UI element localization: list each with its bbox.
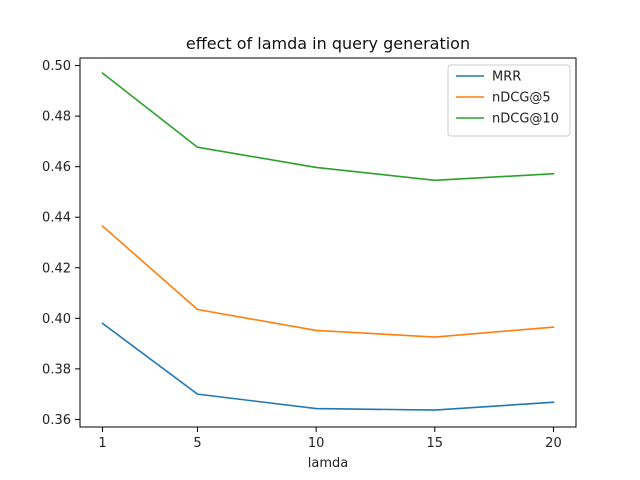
legend-label-mrr: MRR (492, 70, 521, 85)
y-tick-label: 0.38 (42, 362, 71, 377)
y-tick-label: 0.42 (42, 261, 71, 276)
chart-title: effect of lamda in query generation (186, 34, 470, 53)
x-tick-label: 20 (545, 436, 562, 451)
series-line-mrr (101, 322, 555, 411)
x-tick-label: 1 (98, 436, 106, 451)
y-tick-label: 0.50 (42, 59, 71, 74)
x-tick-label: 10 (308, 436, 325, 451)
y-axis: 0.36 0.38 0.40 0.42 0.44 0.46 0.48 0.50 (42, 59, 80, 428)
x-axis-title: lamda (308, 456, 348, 471)
x-tick-label: 5 (193, 436, 201, 451)
series-line-ndcg-10 (101, 72, 555, 182)
x-tick-label: 15 (427, 436, 444, 451)
plot-area-frame (79, 57, 577, 428)
y-tick-label: 0.40 (42, 312, 71, 327)
y-tick-label: 0.36 (42, 413, 71, 428)
legend-label-ndcg-10: nDCG@10 (492, 112, 559, 127)
x-axis: 1 5 10 15 20 (98, 427, 562, 451)
legend: MRR nDCG@5 nDCG@10 (447, 64, 571, 137)
legend-label-ndcg-5: nDCG@5 (492, 91, 551, 106)
y-tick-label: 0.46 (42, 160, 71, 175)
series-line-ndcg-5 (101, 224, 555, 338)
y-tick-label: 0.48 (42, 110, 71, 125)
y-tick-label: 0.44 (42, 211, 71, 226)
